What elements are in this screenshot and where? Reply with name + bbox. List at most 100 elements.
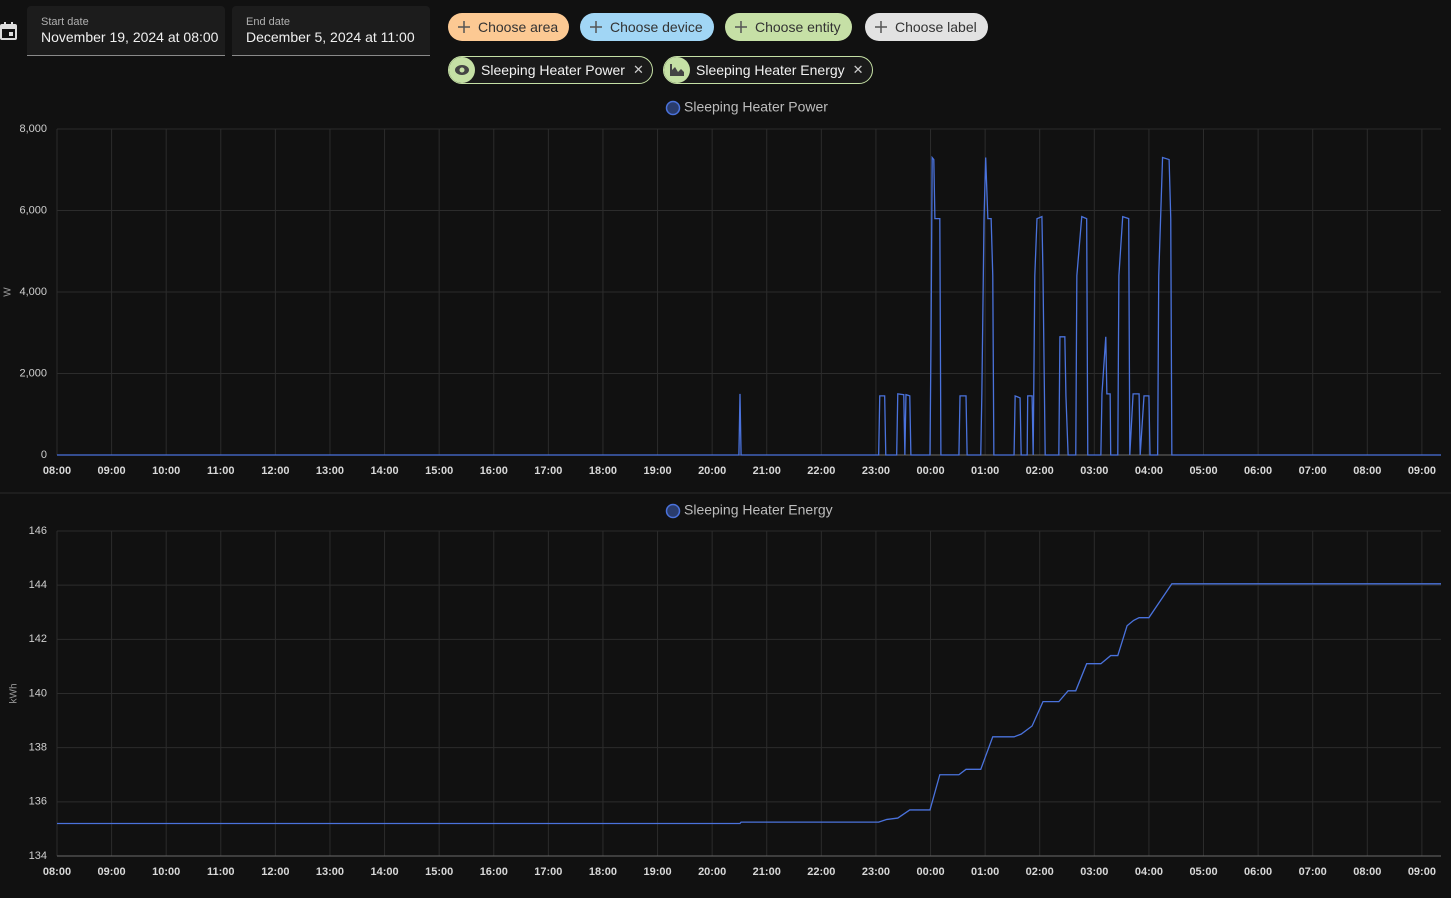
y-tick-label: 138 — [29, 742, 47, 754]
x-tick-label: 21:00 — [753, 465, 781, 477]
field-value: December 5, 2024 at 11:00 — [246, 29, 415, 45]
x-tick-label: 11:00 — [207, 866, 235, 878]
x-tick-label: 00:00 — [916, 866, 944, 878]
x-tick-label: 06:00 — [1244, 465, 1272, 477]
x-tick-label: 07:00 — [1299, 465, 1327, 477]
y-tick-label: 146 — [29, 525, 47, 537]
x-tick-label: 18:00 — [589, 465, 617, 477]
x-tick-label: 14:00 — [371, 465, 399, 477]
x-tick-label: 22:00 — [807, 465, 835, 477]
y-tick-label: 144 — [29, 579, 47, 591]
chip-label: Choose device — [610, 19, 703, 35]
x-tick-label: 05:00 — [1189, 465, 1217, 477]
x-tick-label: 23:00 — [862, 866, 890, 878]
x-tick-label: 06:00 — [1244, 866, 1272, 878]
y-tick-label: 136 — [29, 796, 47, 808]
y-tick-label: 0 — [41, 449, 47, 461]
x-tick-label: 20:00 — [698, 465, 726, 477]
x-tick-label: 13:00 — [316, 866, 344, 878]
x-tick-label: 15:00 — [425, 465, 453, 477]
selected-chip[interactable]: Sleeping Heater Energy ✕ — [663, 56, 873, 84]
y-tick-label: 6,000 — [19, 204, 47, 216]
x-tick-label: 10:00 — [152, 866, 180, 878]
data-line — [57, 155, 1441, 456]
end-date-field[interactable]: End date December 5, 2024 at 11:00 — [232, 6, 430, 56]
legend-swatch — [665, 100, 681, 116]
x-tick-label: 08:00 — [1353, 465, 1381, 477]
filter-chip[interactable]: Choose entity — [725, 13, 852, 41]
x-tick-label: 09:00 — [1408, 866, 1436, 878]
chart-icon — [670, 64, 684, 76]
chip-label: Choose area — [478, 19, 559, 35]
x-tick-label: 19:00 — [643, 465, 671, 477]
chip-label: Choose label — [895, 19, 977, 35]
x-tick-label: 00:00 — [916, 465, 944, 477]
x-tick-label: 08:00 — [43, 465, 71, 477]
x-tick-label: 12:00 — [261, 465, 289, 477]
filter-chip[interactable]: Choose area — [448, 13, 570, 41]
y-axis-title: W — [3, 287, 14, 297]
plus-icon — [458, 21, 470, 33]
eye-icon — [455, 65, 469, 75]
x-tick-label: 11:00 — [207, 465, 235, 477]
x-tick-label: 07:00 — [1299, 866, 1327, 878]
y-tick-label: 140 — [29, 687, 47, 699]
x-tick-label: 19:00 — [643, 866, 671, 878]
x-tick-label: 22:00 — [807, 866, 835, 878]
remove-icon[interactable]: ✕ — [632, 62, 644, 77]
plus-icon — [875, 21, 887, 33]
x-tick-label: 09:00 — [1408, 465, 1436, 477]
legend-label: Sleeping Heater Energy — [684, 502, 833, 518]
x-tick-label: 04:00 — [1135, 465, 1163, 477]
x-tick-label: 16:00 — [480, 465, 508, 477]
y-tick-label: 142 — [29, 633, 47, 645]
x-tick-label: 09:00 — [98, 465, 126, 477]
legend-swatch — [665, 503, 681, 519]
x-tick-label: 17:00 — [534, 465, 562, 477]
plus-icon — [590, 21, 602, 33]
x-tick-label: 02:00 — [1026, 465, 1054, 477]
chip-label: Choose entity — [755, 19, 841, 35]
x-tick-label: 16:00 — [480, 866, 508, 878]
start-date-field[interactable]: Start date November 19, 2024 at 08:00 — [27, 6, 225, 56]
x-tick-label: 03:00 — [1080, 866, 1108, 878]
calendar-icon[interactable] — [0, 22, 18, 40]
remove-icon[interactable]: ✕ — [852, 62, 864, 77]
x-tick-label: 08:00 — [43, 866, 71, 878]
y-tick-label: 134 — [29, 850, 47, 862]
chip-label: Sleeping Heater Energy — [696, 62, 845, 78]
y-tick-label: 4,000 — [19, 286, 47, 298]
x-tick-label: 20:00 — [698, 866, 726, 878]
x-tick-label: 15:00 — [425, 866, 453, 878]
x-tick-label: 02:00 — [1026, 866, 1054, 878]
x-tick-label: 09:00 — [98, 866, 126, 878]
x-tick-label: 05:00 — [1189, 866, 1217, 878]
y-axis-title: kWh — [9, 684, 20, 704]
data-line — [57, 583, 1441, 825]
x-tick-label: 23:00 — [862, 465, 890, 477]
x-tick-label: 04:00 — [1135, 866, 1163, 878]
plus-icon — [735, 21, 747, 33]
filter-chip[interactable]: Choose device — [580, 13, 714, 41]
field-value: November 19, 2024 at 08:00 — [41, 29, 219, 45]
y-tick-label: 2,000 — [19, 367, 47, 379]
filter-chip[interactable]: Choose label — [865, 13, 988, 41]
x-tick-label: 14:00 — [371, 866, 399, 878]
selected-chip[interactable]: Sleeping Heater Power ✕ — [448, 56, 653, 84]
x-tick-label: 21:00 — [753, 866, 781, 878]
x-tick-label: 08:00 — [1353, 866, 1381, 878]
x-tick-label: 18:00 — [589, 866, 617, 878]
x-tick-label: 13:00 — [316, 465, 344, 477]
chip-label: Sleeping Heater Power — [481, 62, 625, 78]
x-tick-label: 17:00 — [534, 866, 562, 878]
x-tick-label: 12:00 — [261, 866, 289, 878]
field-label: Start date — [41, 16, 89, 28]
x-tick-label: 01:00 — [971, 866, 999, 878]
legend-label: Sleeping Heater Power — [684, 99, 828, 115]
x-tick-label: 03:00 — [1080, 465, 1108, 477]
y-tick-label: 8,000 — [19, 123, 47, 135]
field-label: End date — [246, 16, 291, 28]
x-tick-label: 01:00 — [971, 465, 999, 477]
